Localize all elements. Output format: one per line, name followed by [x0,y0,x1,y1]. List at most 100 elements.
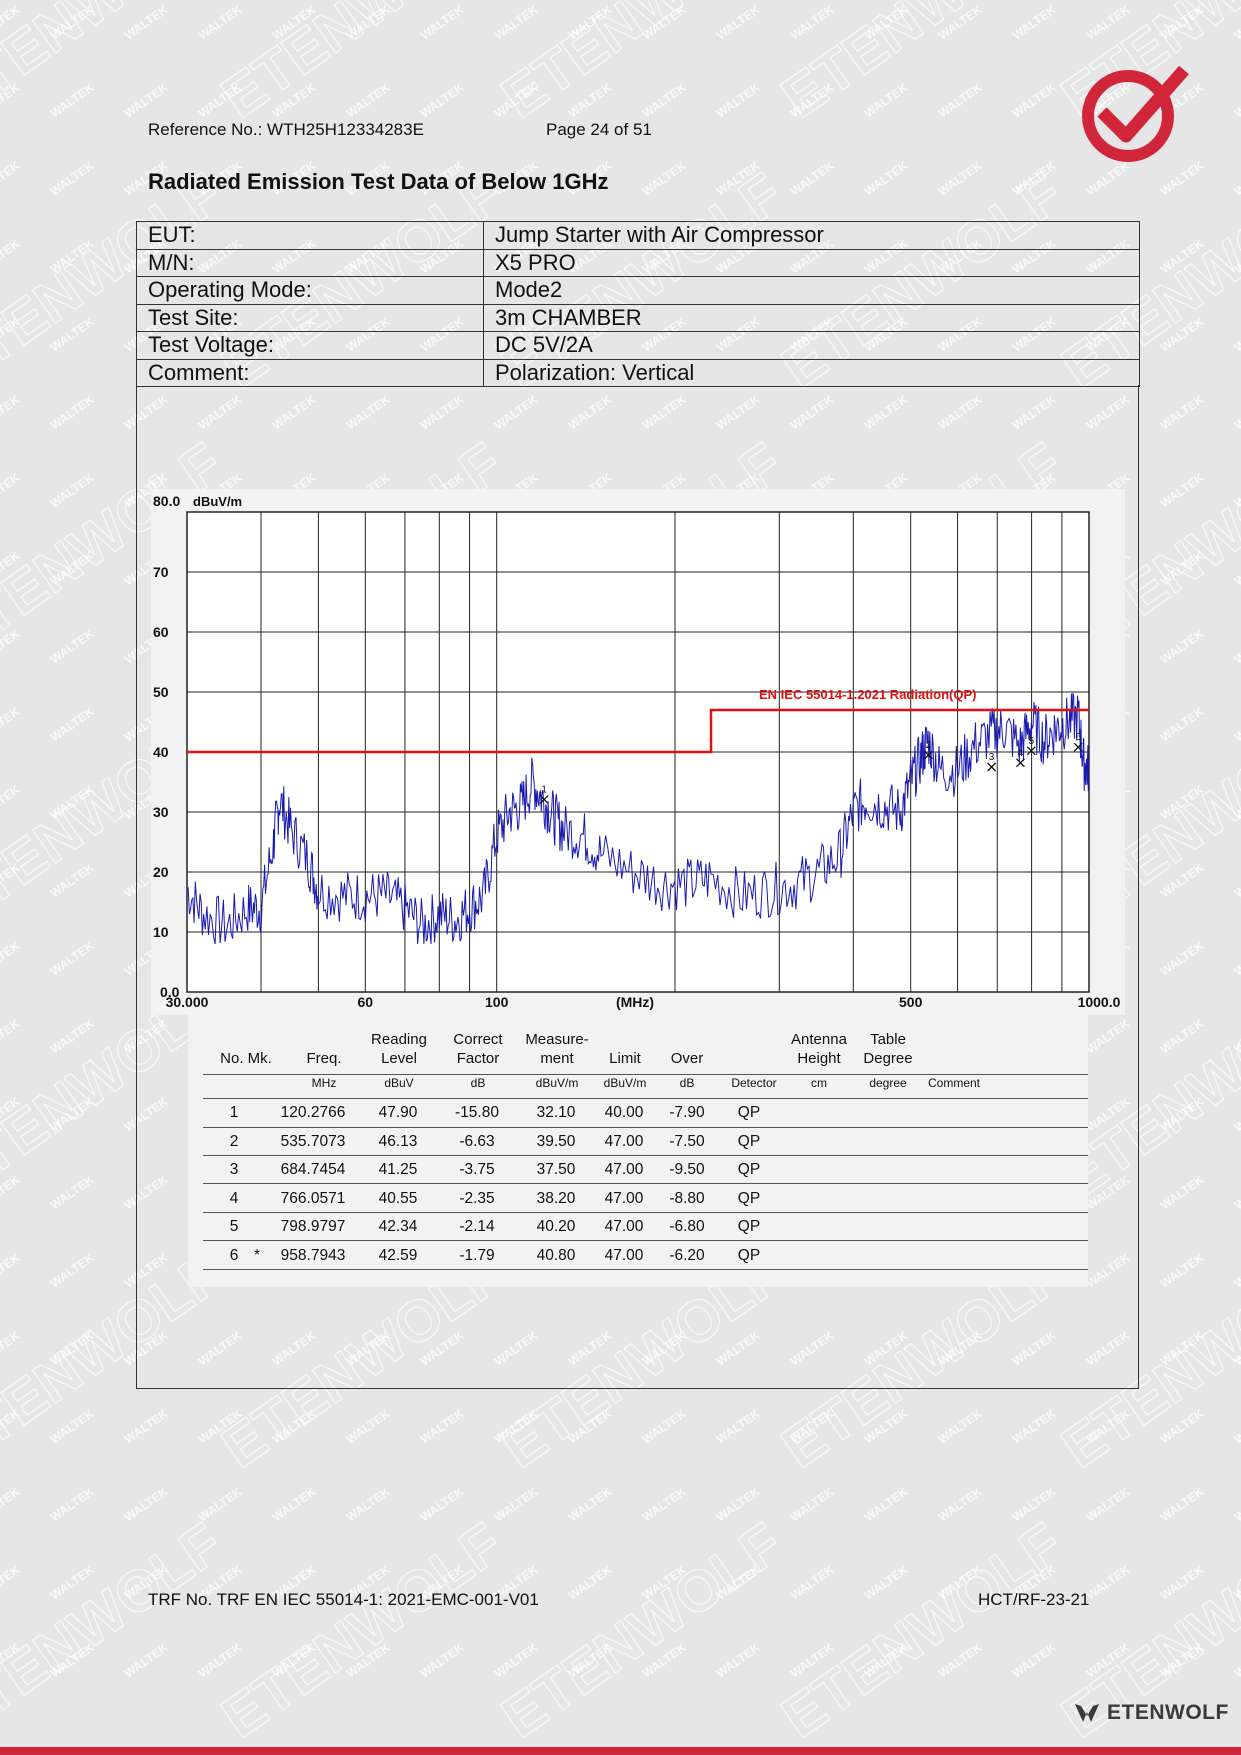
marker-label: 1 [541,784,547,795]
table-cell-over: -7.50 [669,1132,705,1150]
watermark-word: WALTEK [714,1406,763,1446]
watermark-word: WALTEK [1232,314,1241,354]
watermark-word: WALTEK [0,1484,23,1524]
watermark-word: WALTEK [48,938,97,978]
table-rule [203,1098,1088,1099]
unit-label: cm [811,1076,827,1090]
column-header-line1: Measure- [525,1031,589,1048]
watermark-word: WALTEK [48,1250,97,1290]
table-cell-limit: 47.00 [604,1132,644,1150]
table-cell-over: -9.50 [669,1161,705,1178]
table-cell-reading: 46.13 [378,1132,418,1150]
watermark-brand: ETENWOLF [770,1511,1074,1751]
watermark-word: WALTEK [936,1406,985,1446]
emission-chart: dBuV/m 80.0 70 60 50 40 30 20 10 0.030.000 60 100 50… [153,493,1121,1010]
form-code: HCT/RF-23-21 [978,1590,1090,1609]
watermark-word: WALTEK [862,1562,911,1602]
watermark-word: WALTEK [1158,470,1207,510]
table-cell-freq: 958.7943 [280,1246,346,1264]
table-cell-detector: QP [737,1189,761,1207]
table-cell-no: 5 [229,1218,239,1235]
brand-mark: ETENWOLF [1073,1700,1229,1726]
watermark-word: WALTEK [936,80,985,120]
x-tick-label: 100 [485,994,509,1010]
watermark-word: WALTEK [566,1484,615,1524]
watermark-word: WALTEK [640,1484,689,1524]
watermark-word: WALTEK [48,1172,97,1212]
table-cell-reading: 47.90 [378,1104,418,1121]
watermark-word: WALTEK [122,80,171,120]
table-cell-no: 2 [229,1132,239,1150]
column-header-line1: Table [870,1031,906,1048]
watermark-word: WALTEK [0,236,23,276]
table-cell-no: 6 [229,1246,239,1264]
watermark-word: WALTEK [1232,158,1241,198]
table-cell-reading: 40.55 [378,1189,418,1207]
watermark-word: WALTEK [344,1406,393,1446]
watermark-word: WALTEK [48,1484,97,1524]
watermark-word: WALTEK [1158,1172,1207,1212]
table-cell-detector: QP [737,1104,761,1121]
watermark-word: WALTEK [862,1484,911,1524]
table-cell-no: 4 [229,1189,239,1207]
watermark-word: WALTEK [1084,158,1133,198]
marker-label: 3 [989,752,995,763]
table-rule [203,1240,1088,1241]
watermark-word: WALTEK [1158,704,1207,744]
watermark-word: WALTEK [196,1640,245,1680]
watermark-word: WALTEK [122,1484,171,1524]
table-cell-correct: -2.14 [459,1218,495,1235]
watermark-word: WALTEK [1232,704,1241,744]
info-row: Comment: Polarization: Vertical [136,358,1140,387]
column-header: Over [670,1050,704,1067]
table-cell-over: -8.80 [669,1189,705,1207]
marker-point [1015,758,1025,768]
watermark-word: WALTEK [936,1484,985,1524]
watermark-word: WALTEK [418,2,467,42]
info-row: Operating Mode: Mode2 [136,276,1140,305]
table-cell-measure: 32.10 [536,1104,576,1121]
table-cell-over: -6.20 [669,1246,705,1264]
table-cell-correct: -15.80 [455,1104,499,1121]
y-tick-label: 20 [153,864,169,880]
table-cell-limit: 47.00 [604,1189,644,1207]
watermark-word: WALTEK [122,1406,171,1446]
measurement-table: No. Mk. Freq. Reading Level Correct Factor Mea… [188,1015,1088,1287]
watermark-word: WALTEK [640,1406,689,1446]
unit-label: dB [470,1076,486,1090]
table-cell-over: -6.80 [669,1218,705,1235]
watermark-word: WALTEK [1158,158,1207,198]
table-cell-limit: 47.00 [604,1161,644,1178]
table-cell-no: 1 [229,1104,239,1121]
watermark-word: WALTEK [788,1484,837,1524]
table-rule [203,1212,1088,1213]
table-cell-measure: 40.20 [536,1218,576,1235]
marker-point [1026,746,1036,756]
table-cell-freq: 798.9797 [280,1218,346,1235]
watermark-word: WALTEK [0,1016,23,1056]
table-cell-limit: 47.00 [604,1246,644,1264]
column-header-line1: Reading [371,1031,427,1048]
watermark-word: WALTEK [1158,1484,1207,1524]
info-row: M/N: X5 PRO [136,248,1140,277]
watermark-word: WALTEK [1232,1172,1241,1212]
marker-label: 2 [926,740,932,751]
table-cell-measure: 39.50 [536,1132,576,1150]
info-value: 3m CHAMBER [483,303,1140,332]
watermark-word: WALTEK [1232,1250,1241,1290]
watermark-word: WALTEK [0,158,23,198]
table-cell-reading: 42.34 [378,1218,418,1235]
unit-label: dBuV/m [535,1076,579,1090]
y-axis-unit: dBuV/m [193,494,242,509]
unit-label: Comment [927,1076,980,1090]
watermark-word: WALTEK [1232,80,1241,120]
table-cell-freq: 535.7073 [280,1132,346,1150]
watermark-word: WALTEK [418,80,467,120]
info-label: Operating Mode: [136,276,484,305]
watermark-word: WALTEK [1232,392,1241,432]
table-rule [203,1269,1088,1270]
table-cell-mk: * [253,1246,261,1264]
check-logo-icon [1082,65,1189,162]
page-title: Radiated Emission Test Data of Below 1GH… [148,169,609,194]
unit-label: dBuV [384,1076,414,1090]
